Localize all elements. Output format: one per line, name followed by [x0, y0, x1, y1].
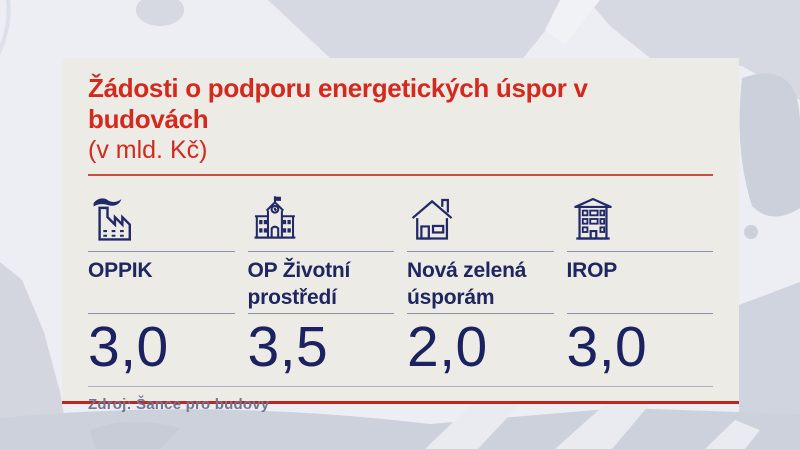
category-grid: OPPIK 3,0	[88, 187, 713, 380]
icon-divider	[407, 251, 554, 252]
label-divider	[566, 313, 713, 314]
category-label: Nová zelená úsporám	[407, 259, 527, 309]
category-column-irop: IROP 3,0	[566, 187, 714, 380]
infographic-card: Žádosti o podporu energetických úspor v …	[62, 58, 739, 413]
source-attribution: Zdroj: Šance pro budovy	[88, 396, 270, 413]
icon-divider	[247, 251, 394, 252]
page-title: Žádosti o podporu energetických úspor v …	[88, 73, 588, 134]
label-divider	[407, 313, 554, 314]
label-divider	[247, 313, 394, 314]
category-column-opzp: OP Životní prostředí 3,5	[247, 187, 395, 380]
school-icon	[248, 187, 395, 251]
category-value: 3,0	[566, 315, 648, 379]
apartment-building-icon	[567, 187, 714, 251]
category-value: 2,0	[407, 315, 488, 379]
house-icon	[407, 187, 554, 251]
category-column-oppik: OPPIK 3,0	[88, 187, 235, 380]
page-subtitle: (v mld. Kč)	[88, 136, 208, 164]
factory-icon	[88, 187, 235, 251]
source-divider	[88, 386, 713, 387]
category-label: OPPIK	[88, 259, 153, 282]
title-divider	[88, 174, 713, 176]
label-divider	[88, 313, 235, 314]
category-label: IROP	[566, 259, 618, 282]
category-label: OP Životní prostředí	[247, 259, 351, 309]
category-value: 3,0	[88, 315, 169, 379]
category-value: 3,5	[247, 315, 329, 379]
icon-divider	[566, 251, 713, 252]
category-column-nzu: Nová zelená úsporám 2,0	[407, 187, 554, 380]
icon-divider	[88, 251, 235, 252]
